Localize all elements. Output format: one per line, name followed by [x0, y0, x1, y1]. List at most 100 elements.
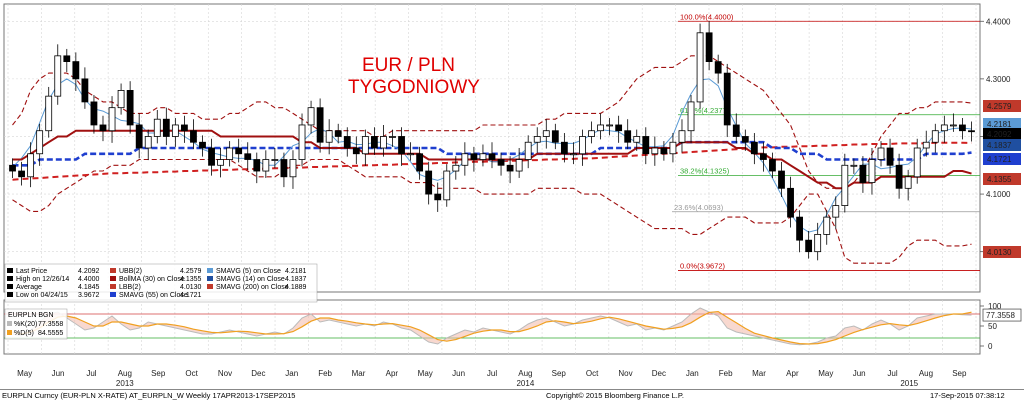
candle-body — [787, 187, 794, 218]
price-tag-label: 4.2181 — [987, 120, 1012, 129]
legend-value: 4.4000 — [78, 276, 100, 283]
osc-legend-label: %D(5) — [14, 330, 34, 337]
candle-body — [226, 147, 234, 160]
osc-tag-label: 77.3558 — [986, 311, 1015, 320]
legend-swatch — [110, 276, 116, 281]
price-tag — [983, 139, 1021, 151]
candle-body — [352, 147, 360, 155]
osc-legend-swatch — [7, 321, 12, 326]
footer-timestamp: 17-Sep-2015 07:38:12 — [930, 391, 1005, 400]
osc-legend-label: %K(20) — [14, 321, 37, 328]
candle-body — [153, 118, 161, 137]
legend-swatch — [110, 284, 116, 289]
x-month-label: Aug — [518, 369, 532, 378]
price-tag-label: 4.0130 — [987, 248, 1012, 257]
candle-body — [524, 141, 532, 160]
candle-body — [343, 136, 351, 149]
candle-body — [949, 124, 957, 127]
candle-body — [850, 164, 858, 167]
candle-body — [443, 170, 451, 201]
candle-body — [823, 216, 831, 235]
main-legend: Last Price 4.2092 High on 12/26/14 4.4000 Av… — [4, 263, 318, 303]
x-month-label: Jul — [86, 369, 96, 378]
legend-value: 4.2579 — [180, 268, 202, 275]
candle-body — [162, 118, 170, 137]
bollinger-lower-line — [12, 158, 972, 264]
candle-body — [841, 164, 849, 206]
price-tag-label: 4.1837 — [987, 141, 1012, 150]
candle-body — [533, 136, 541, 143]
x-month-label: Nov — [618, 369, 632, 378]
candle-body — [542, 130, 550, 137]
candle-body — [579, 136, 586, 155]
x-year-label: 2015 — [900, 379, 918, 388]
candle-body — [126, 90, 134, 126]
legend-label: LBB(2) — [119, 284, 141, 291]
candle-body — [678, 130, 686, 143]
osc-legend-value: 77.3558 — [38, 321, 63, 328]
x-year-label: 2014 — [516, 379, 534, 388]
candle-body — [868, 159, 876, 183]
legend-swatch — [110, 292, 116, 297]
osc-tick-label: 0 — [988, 342, 993, 351]
y-tick-label: 4.1000 — [986, 190, 1011, 199]
candle-body — [497, 159, 505, 166]
candle-body — [72, 61, 80, 80]
x-month-label: Apr — [386, 369, 399, 378]
x-month-label: Jun — [853, 369, 866, 378]
price-tag — [983, 118, 1021, 130]
price-tag — [983, 153, 1021, 165]
candle-body — [289, 159, 297, 178]
candle-body — [9, 164, 16, 172]
candle-body — [597, 124, 604, 132]
candle-body — [316, 107, 324, 143]
candle-body — [814, 233, 822, 253]
candle-body — [606, 124, 614, 127]
candle-body — [45, 95, 53, 132]
legend-label: SMAVG (14) on Close — [216, 276, 285, 283]
footer-security: EURPLN Curncy (EUR-PLN X-RATE) AT_EURPLN… — [2, 391, 296, 400]
candle-body — [696, 32, 704, 103]
candle-body — [217, 159, 224, 166]
legend-value: 4.0130 — [180, 284, 202, 291]
x-month-label: Feb — [318, 369, 332, 378]
x-month-label: Mar — [352, 369, 366, 378]
x-month-label: Nov — [218, 369, 232, 378]
candle-body — [199, 141, 206, 149]
candle-body — [750, 141, 758, 155]
x-month-label: Sep — [151, 369, 166, 378]
price-tag-label: 4.1355 — [987, 175, 1012, 184]
candle-body — [171, 124, 179, 137]
osc-tick-label: 100 — [988, 302, 1002, 311]
x-month-label: Jan — [686, 369, 699, 378]
candle-body — [18, 170, 25, 178]
x-month-label: Jan — [285, 369, 298, 378]
candle-body — [669, 141, 677, 155]
chart-title-line2: TYGODNIOWY — [348, 77, 480, 98]
legend-value: 4.1355 — [180, 276, 202, 283]
candle-body — [398, 136, 405, 155]
candle-body — [81, 78, 89, 103]
x-month-label: May — [418, 369, 433, 378]
x-month-label: Aug — [919, 369, 933, 378]
candle-body — [615, 124, 623, 132]
candle-body — [271, 159, 279, 161]
price-tag — [983, 173, 1021, 185]
candle-body — [190, 130, 197, 143]
x-month-label: Jun — [52, 369, 65, 378]
x-month-label: Sep — [952, 369, 967, 378]
candle-body — [361, 136, 369, 155]
candle-body — [144, 136, 152, 149]
candle-body — [922, 141, 930, 149]
legend-label: Last Price — [16, 268, 47, 275]
legend-swatch — [110, 268, 116, 273]
legend-label: SMAVG (5) on Close — [216, 268, 281, 275]
candle-body — [940, 124, 948, 132]
candle-body — [651, 147, 659, 155]
candle-body — [560, 141, 568, 155]
candle-body — [687, 101, 695, 132]
candle-body — [434, 193, 442, 201]
candle-body — [895, 164, 903, 189]
candle-body — [551, 130, 559, 143]
fib-level-label: 0.0%(3.9672) — [680, 262, 726, 271]
